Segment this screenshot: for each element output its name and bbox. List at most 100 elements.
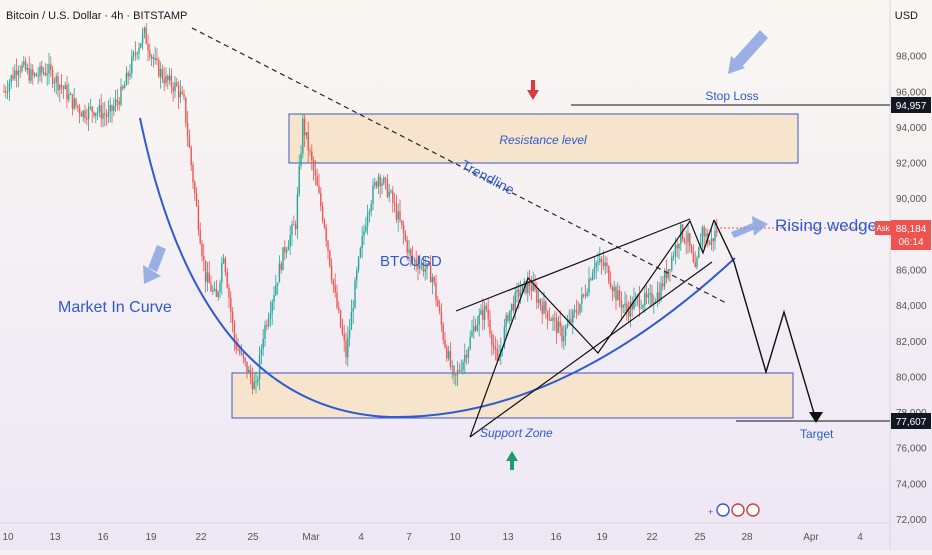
candle-body <box>710 238 713 245</box>
candle-body <box>59 84 61 90</box>
candle-body <box>489 319 491 334</box>
candle-body <box>204 260 207 282</box>
candle-body <box>440 311 443 325</box>
candle-body <box>602 262 605 266</box>
candle-body <box>311 151 313 161</box>
candle-body <box>708 243 711 245</box>
candle-body <box>150 56 153 58</box>
candle-body <box>5 91 7 93</box>
candle-body <box>674 245 677 257</box>
candle-body <box>606 262 608 267</box>
candle-body <box>590 278 592 280</box>
candle-body <box>527 280 529 294</box>
candle-body <box>109 105 111 112</box>
candle-body <box>359 248 362 258</box>
candle-body <box>298 165 300 195</box>
candle-body <box>705 233 707 237</box>
candle-body <box>541 305 543 314</box>
candle-body <box>195 193 198 206</box>
candle-body <box>17 70 20 76</box>
candle-body <box>419 264 421 269</box>
candle-body <box>246 361 248 374</box>
candle-body <box>35 73 38 77</box>
resistance-zone <box>288 113 799 164</box>
y-tick-label: 86,000 <box>896 266 927 277</box>
candle-body <box>80 113 83 117</box>
candle-body <box>428 263 430 265</box>
candle-body <box>651 293 653 304</box>
candle-body <box>12 75 14 79</box>
candle-body <box>701 227 704 245</box>
candle-body <box>89 106 92 108</box>
candle-body <box>384 177 387 180</box>
candle-body <box>611 287 614 292</box>
candle-body <box>154 58 156 60</box>
candle-body <box>147 43 149 51</box>
candle-body <box>399 211 401 221</box>
candle-body <box>131 56 133 74</box>
candle-body <box>716 230 718 233</box>
candle-body <box>703 227 705 237</box>
candle-body <box>201 243 203 256</box>
candle-body <box>285 250 288 253</box>
candle-body <box>86 118 88 120</box>
candle-body <box>239 349 241 354</box>
candle-body <box>271 302 273 314</box>
candle-body <box>662 283 664 287</box>
candle-body <box>536 289 538 303</box>
y-tick-label: 84,000 <box>896 301 927 312</box>
candles-group <box>3 22 718 395</box>
y-tick-label: 82,000 <box>896 337 927 348</box>
candle-body <box>264 325 266 339</box>
candle-body <box>444 339 446 348</box>
candle-body <box>66 84 68 100</box>
candle-body <box>537 299 540 303</box>
candle-body <box>327 240 329 251</box>
candle-body <box>170 75 173 87</box>
candle-body <box>77 105 79 108</box>
candle-body <box>600 258 603 263</box>
candle-body <box>640 307 642 309</box>
candle-body <box>23 61 25 65</box>
currency-label[interactable]: USD <box>894 10 918 22</box>
candle-body <box>577 312 579 314</box>
market-curve-pointer-arrow <box>143 245 166 284</box>
candle-body <box>669 269 671 271</box>
candle-body <box>156 58 158 61</box>
candle-body <box>242 352 245 358</box>
support-zone <box>231 372 794 419</box>
candle-body <box>341 326 344 334</box>
candle-body <box>534 283 536 290</box>
candle-body <box>338 307 340 311</box>
candle-body <box>422 262 425 272</box>
event-icons[interactable]: + <box>708 503 760 517</box>
candle-body <box>417 264 419 269</box>
candle-body <box>163 78 165 84</box>
candle-body <box>296 194 299 230</box>
candle-body <box>458 369 461 371</box>
target-price-tag: 77,607 <box>891 413 931 429</box>
stop-loss-pointer-arrow <box>728 30 768 74</box>
candle-body <box>507 315 509 321</box>
candle-body <box>217 291 219 297</box>
stop-loss-price-tag: 94,957 <box>891 97 931 113</box>
candle-body <box>53 82 56 84</box>
symbol-title: Bitcoin / U.S. Dollar · 4h · BITSTAMP <box>6 10 188 22</box>
candle-body <box>644 293 646 306</box>
candle-body <box>46 73 48 76</box>
candle-body <box>575 309 578 313</box>
candle-body <box>228 287 230 298</box>
candle-body <box>372 185 374 204</box>
ask-label: Ask <box>876 224 890 233</box>
candle-body <box>473 326 475 332</box>
candle-body <box>413 259 416 261</box>
candle-body <box>215 288 218 297</box>
x-tick-label: 25 <box>247 532 259 543</box>
candle-body <box>510 303 513 311</box>
candle-body <box>231 311 234 324</box>
market-curve-label: Market In Curve <box>58 299 172 316</box>
time-axis[interactable]: 10 13 16 19 22 25 Mar 4 7 10 13 16 19 22 25 28 Apr 4 <box>2 532 863 543</box>
candle-body <box>685 242 687 244</box>
